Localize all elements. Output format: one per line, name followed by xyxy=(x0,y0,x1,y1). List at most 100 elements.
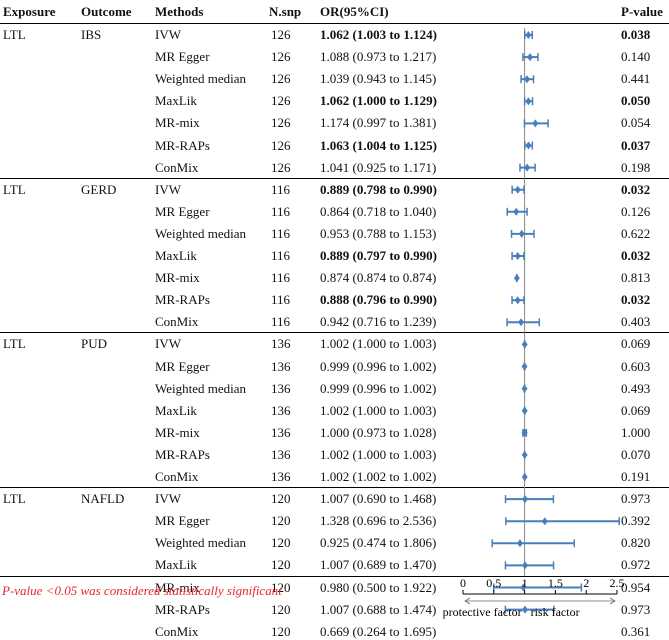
arrow-right-icon xyxy=(609,597,616,605)
cell-pvalue: 0.054 xyxy=(621,115,651,131)
cell-pvalue: 0.972 xyxy=(621,557,651,573)
header-outcome: Outcome xyxy=(81,4,132,19)
cell-method: IVW xyxy=(155,181,181,197)
cell-or: 0.889 (0.797 to 0.990) xyxy=(320,248,437,263)
cell-method: IVW xyxy=(155,336,181,352)
x-tick-label: 0 xyxy=(460,576,466,590)
estimate-point xyxy=(520,583,527,592)
cell-method: MR Egger xyxy=(155,203,210,219)
cell-nsnp: 120 xyxy=(271,535,291,551)
cell-method: MR-RAPs xyxy=(155,446,210,462)
cell-nsnp: 126 xyxy=(271,115,291,131)
cell-method: Weighted median xyxy=(155,535,247,551)
cell-nsnp: 116 xyxy=(271,181,291,197)
estimate-point xyxy=(514,252,521,260)
cell-pvalue: 0.070 xyxy=(621,446,651,462)
significance-note: P-value <0.05 was considered statistical… xyxy=(2,583,282,598)
cell-nsnp: 116 xyxy=(271,203,291,219)
header-methods: Methods xyxy=(155,4,204,19)
cell-outcome: NAFLD xyxy=(81,491,125,507)
cell-nsnp: 116 xyxy=(271,314,291,330)
cell-exposure: LTL xyxy=(3,181,26,197)
estimate-point xyxy=(521,473,528,481)
cell-method: MaxLik xyxy=(155,402,197,418)
cell-or: 0.953 (0.788 to 1.153) xyxy=(320,225,437,241)
cell-nsnp: 116 xyxy=(271,292,291,308)
forest-plot: 0 0.5 1 1.5 2 2.5 protective factor risk factor xyxy=(443,28,625,619)
cell-exposure: LTL xyxy=(3,27,26,42)
cell-method: MR-mix xyxy=(155,115,200,131)
cell-method: ConMix xyxy=(155,159,199,175)
estimate-point xyxy=(513,274,520,283)
cell-nsnp: 120 xyxy=(271,557,291,573)
cell-or: 0.669 (0.264 to 1.695) xyxy=(320,623,437,639)
estimate-point xyxy=(522,605,529,614)
cell-nsnp: 120 xyxy=(271,513,291,529)
cell-nsnp: 116 xyxy=(271,225,291,241)
estimate-point xyxy=(541,517,548,526)
cell-pvalue: 0.622 xyxy=(621,225,651,241)
cell-or: 1.174 (0.997 to 1.381) xyxy=(320,115,437,131)
estimate-point xyxy=(516,539,523,548)
cell-pvalue: 0.603 xyxy=(621,358,651,374)
cell-or: 1.039 (0.943 to 1.145) xyxy=(320,71,437,87)
estimate-point xyxy=(521,450,528,459)
header-exposure: Exposure xyxy=(3,4,56,19)
cell-pvalue: 0.441 xyxy=(621,71,651,87)
cell-or: 1.000 (0.973 to 1.028) xyxy=(320,424,437,440)
cell-or: 0.980 (0.500 to 1.922) xyxy=(320,579,437,595)
cell-or: 0.889 (0.798 to 0.990) xyxy=(320,181,437,197)
cell-method: MR-mix xyxy=(155,424,200,440)
cell-nsnp: 136 xyxy=(271,336,291,352)
cell-nsnp: 126 xyxy=(271,71,291,87)
x-tick-label: 1 xyxy=(522,576,528,590)
cell-or: 1.062 (1.000 to 1.129) xyxy=(320,93,437,109)
cell-nsnp: 126 xyxy=(271,49,291,65)
estimate-point xyxy=(518,318,525,327)
estimate-point xyxy=(521,362,528,371)
cell-pvalue: 0.392 xyxy=(621,513,651,529)
cell-outcome: GERD xyxy=(81,181,117,197)
cell-pvalue: 0.037 xyxy=(621,137,651,153)
cell-pvalue: 0.820 xyxy=(621,535,651,551)
cell-pvalue: 1.000 xyxy=(621,424,651,440)
cell-or: 1.063 (1.004 to 1.125) xyxy=(320,137,437,153)
cell-or: 1.002 (1.000 to 1.003) xyxy=(320,446,437,462)
cell-nsnp: 120 xyxy=(271,491,291,507)
cell-method: Weighted median xyxy=(155,380,247,396)
cell-method: MR-mix xyxy=(155,579,200,595)
x-tick-label: 2 xyxy=(583,576,589,590)
cell-method: ConMix xyxy=(155,623,199,639)
cell-or: 0.999 (0.996 to 1.002) xyxy=(320,380,437,396)
cell-pvalue: 0.038 xyxy=(621,27,651,42)
cell-or: 0.942 (0.716 to 1.239) xyxy=(320,314,437,330)
header-or: OR(95%CI) xyxy=(320,4,389,19)
cell-pvalue: 0.198 xyxy=(621,159,651,175)
cell-method: Weighted median xyxy=(155,225,247,241)
estimate-point xyxy=(525,141,532,150)
cell-pvalue: 0.032 xyxy=(621,248,651,263)
cell-exposure: LTL xyxy=(3,491,26,507)
cell-method: MR-RAPs xyxy=(155,137,210,153)
estimate-point xyxy=(524,163,531,172)
cell-or: 1.062 (1.003 to 1.124) xyxy=(320,27,437,42)
estimate-point xyxy=(527,53,534,62)
protective-factor-label: protective factor xyxy=(443,605,522,619)
cell-nsnp: 120 xyxy=(271,579,291,595)
estimate-point xyxy=(521,384,528,393)
cell-method: ConMix xyxy=(155,469,199,484)
cell-or: 0.925 (0.474 to 1.806) xyxy=(320,535,437,551)
estimate-point xyxy=(521,406,528,415)
cell-pvalue: 0.140 xyxy=(621,49,651,65)
cell-pvalue: 0.361 xyxy=(621,623,651,639)
cell-nsnp: 136 xyxy=(271,358,291,374)
cell-nsnp: 126 xyxy=(271,137,291,153)
x-tick-label: 2.5 xyxy=(610,576,625,590)
cell-nsnp: 120 xyxy=(271,623,291,639)
cell-method: MR Egger xyxy=(155,513,210,529)
cell-or: 0.874 (0.874 to 0.874) xyxy=(320,270,437,286)
estimate-point xyxy=(525,31,532,39)
cell-nsnp: 136 xyxy=(271,446,291,462)
cell-outcome: IBS xyxy=(81,27,102,42)
cell-pvalue: 0.973 xyxy=(621,491,651,507)
